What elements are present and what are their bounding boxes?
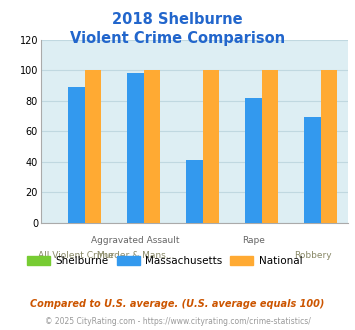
Text: © 2025 CityRating.com - https://www.cityrating.com/crime-statistics/: © 2025 CityRating.com - https://www.city… [45,317,310,326]
Bar [68,87,84,223]
Text: All Violent Crime: All Violent Crime [38,251,114,260]
Bar [186,160,203,223]
Bar [304,117,321,223]
Bar [262,70,278,223]
Legend: Shelburne, Massachusetts, National: Shelburne, Massachusetts, National [23,252,306,270]
Text: Robbery: Robbery [294,251,331,260]
Bar [245,98,262,223]
Text: Aggravated Assault: Aggravated Assault [91,236,180,245]
Bar [143,70,160,223]
Text: 2018 Shelburne: 2018 Shelburne [112,12,243,26]
Bar [84,70,101,223]
Bar [203,70,219,223]
Text: Rape: Rape [242,236,265,245]
Text: Violent Crime Comparison: Violent Crime Comparison [70,31,285,46]
Bar [321,70,337,223]
Bar [127,73,143,223]
Text: Murder & Mans...: Murder & Mans... [97,251,174,260]
Text: Compared to U.S. average. (U.S. average equals 100): Compared to U.S. average. (U.S. average … [30,299,325,309]
